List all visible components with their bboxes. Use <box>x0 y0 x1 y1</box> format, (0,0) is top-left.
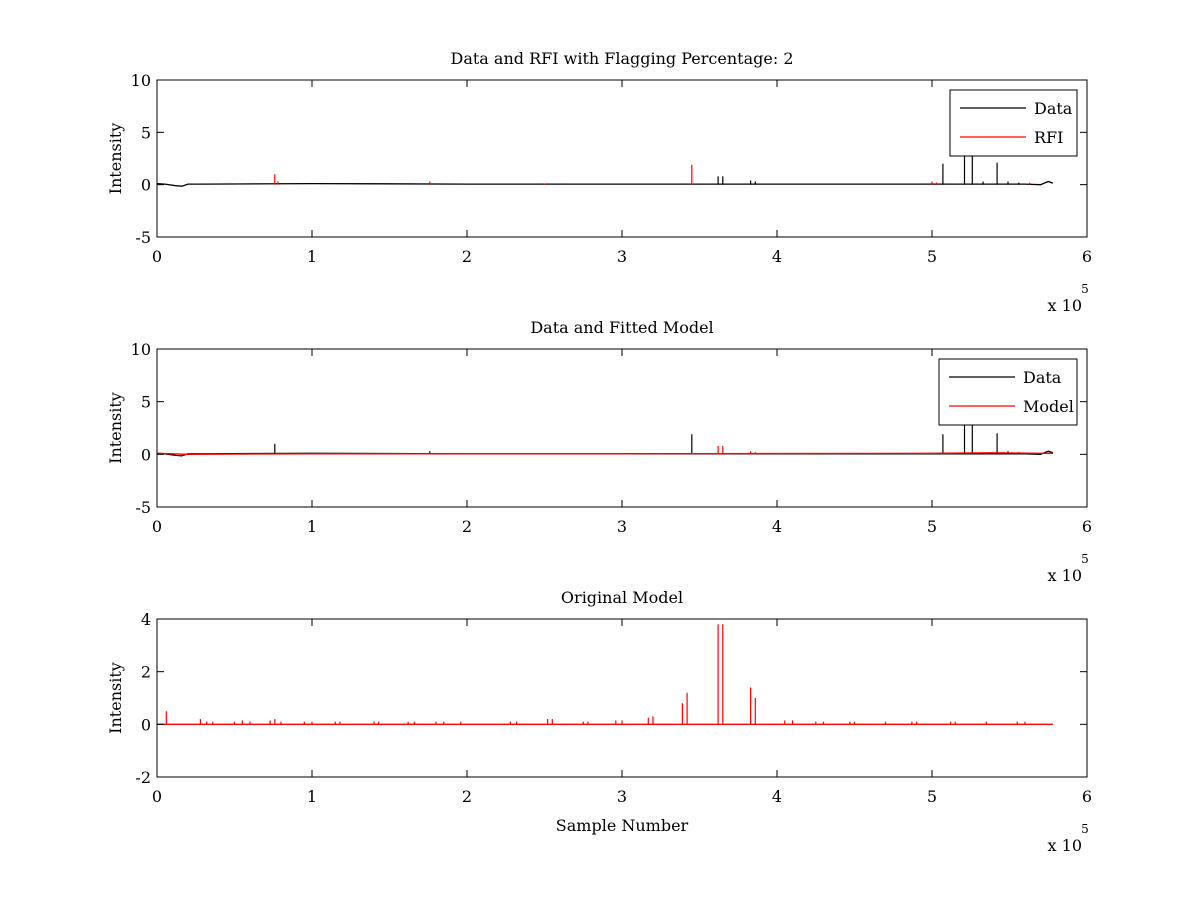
y-tick-label: 0 <box>141 715 151 734</box>
y-axis-label: Intensity <box>106 123 125 195</box>
y-tick-label: -2 <box>135 768 151 787</box>
series-line <box>156 452 1053 455</box>
y-tick-label: 10 <box>131 340 151 359</box>
series-data-1 <box>156 151 1054 187</box>
y-tick-label: 0 <box>141 176 151 195</box>
x-tick-label: 4 <box>772 787 782 806</box>
legend: Data Model <box>938 358 1078 426</box>
x-tick-label: 5 <box>927 517 937 536</box>
y-axis-label: Intensity <box>106 662 125 734</box>
x-tick-label: 2 <box>462 787 472 806</box>
series-model-2 <box>156 445 1053 455</box>
x-exponent-label: x 10 <box>1048 836 1082 855</box>
legend: Data RFI <box>949 89 1078 157</box>
series-model-3 <box>157 624 1053 725</box>
legend-label: RFI <box>1034 128 1063 147</box>
y-tick-label: -5 <box>135 228 151 247</box>
x-tick-label: 1 <box>307 517 317 536</box>
legend-label: Data <box>1034 99 1073 118</box>
legend-label: Data <box>1023 368 1062 387</box>
x-tick-label: 1 <box>307 247 317 266</box>
x-tick-label: 4 <box>772 247 782 266</box>
x-exponent-label: x 10 <box>1048 566 1082 585</box>
x-tick-label: 4 <box>772 517 782 536</box>
series-line <box>156 180 1054 187</box>
x-tick-label: 6 <box>1082 517 1092 536</box>
x-axis-label: Sample Number <box>556 816 689 835</box>
series-rfi-1 <box>274 164 1031 185</box>
y-tick-label: -5 <box>135 498 151 517</box>
x-tick-label: 5 <box>927 787 937 806</box>
x-tick-label: 0 <box>152 787 162 806</box>
chart-title: Original Model <box>561 588 683 607</box>
y-tick-label: 0 <box>141 445 151 464</box>
x-tick-label: 2 <box>462 517 472 536</box>
chart-title: Data and RFI with Flagging Percentage: 2 <box>450 49 793 68</box>
legend-box <box>938 358 1078 426</box>
legend-box <box>949 89 1078 157</box>
x-tick-label: 2 <box>462 247 472 266</box>
chart-title: Data and Fitted Model <box>530 318 713 337</box>
y-tick-label: 10 <box>131 71 151 90</box>
y-tick-label: 5 <box>141 393 151 412</box>
x-exponent-label: x 10 <box>1048 296 1082 315</box>
y-tick-label: 4 <box>141 610 151 629</box>
x-tick-label: 6 <box>1082 787 1092 806</box>
y-axis-label: Intensity <box>106 392 125 464</box>
x-tick-label: 3 <box>617 247 627 266</box>
x-exponent-power: 5 <box>1081 552 1089 566</box>
x-tick-label: 1 <box>307 787 317 806</box>
x-exponent-power: 5 <box>1081 822 1089 836</box>
x-tick-label: 3 <box>617 787 627 806</box>
y-tick-label: 5 <box>141 123 151 142</box>
x-tick-label: 0 <box>152 517 162 536</box>
x-tick-label: 0 <box>152 247 162 266</box>
legend-label: Model <box>1023 397 1074 416</box>
x-tick-label: 3 <box>617 517 627 536</box>
x-tick-label: 5 <box>927 247 937 266</box>
x-tick-label: 6 <box>1082 247 1092 266</box>
y-tick-label: 2 <box>141 663 151 682</box>
x-exponent-power: 5 <box>1081 282 1089 296</box>
